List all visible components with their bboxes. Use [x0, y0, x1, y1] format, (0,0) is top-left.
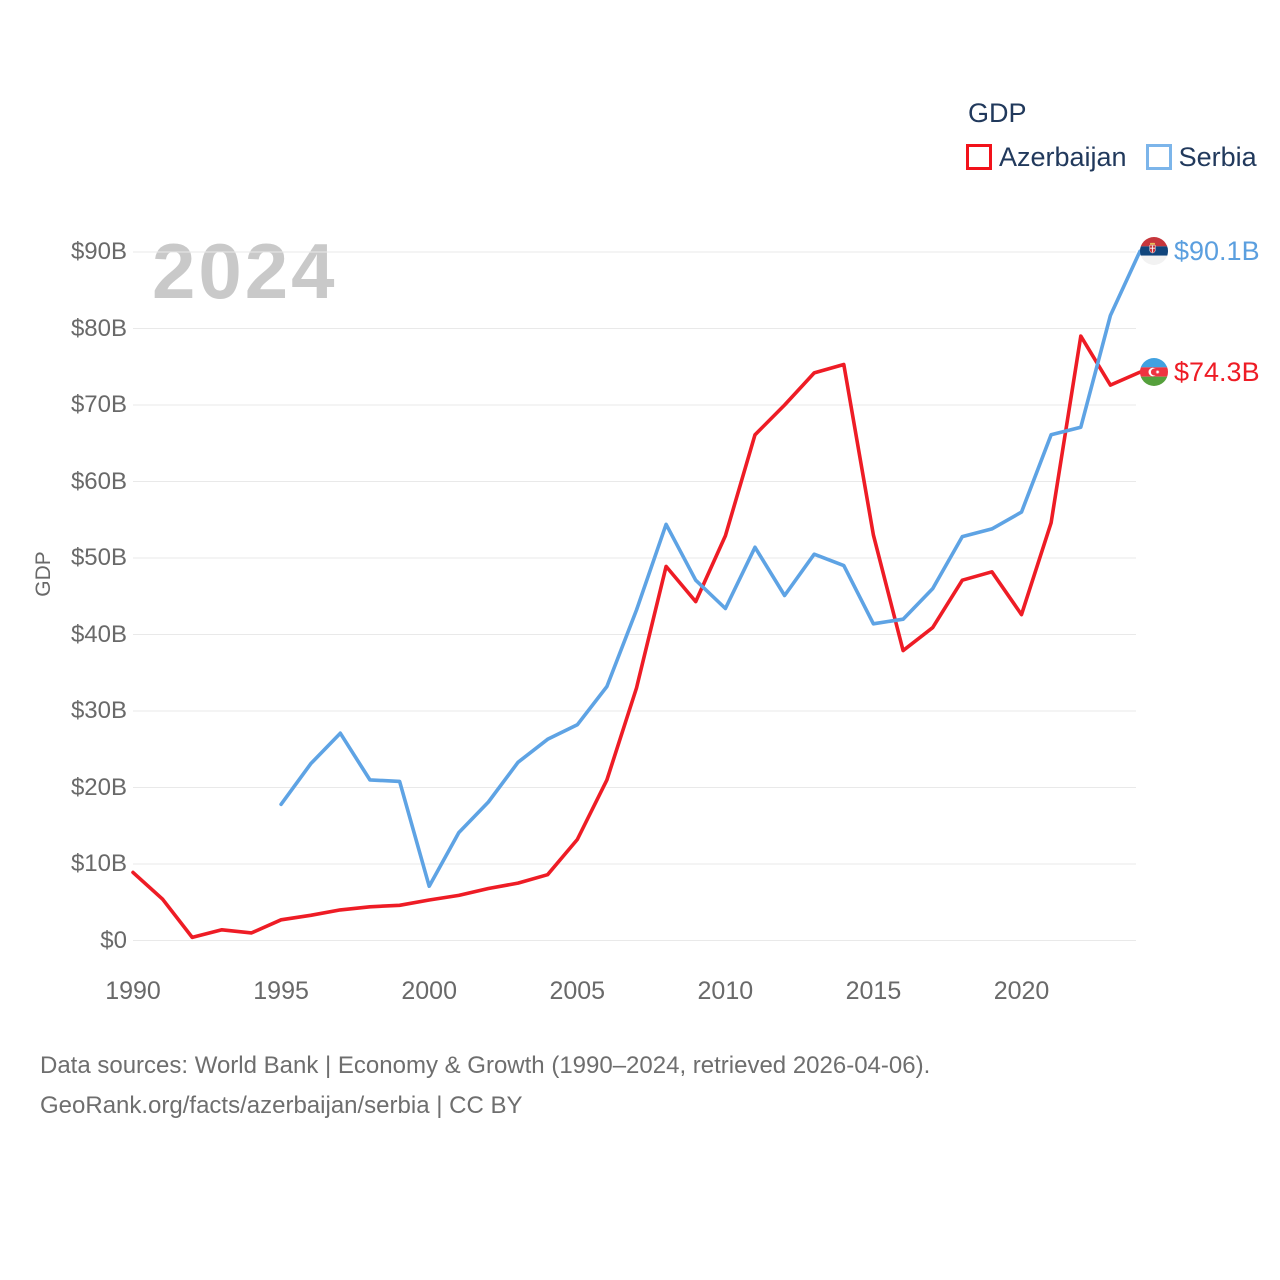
- y-tick-label: $0: [100, 926, 127, 954]
- footer-sources-line: Data sources: World Bank | Economy & Gro…: [40, 1052, 931, 1079]
- y-tick-label: $10B: [70, 850, 127, 877]
- x-tick-label: 1990: [105, 977, 161, 1005]
- legend: GDP Azerbaijan Serbia: [966, 98, 1257, 172]
- x-tick-label: 2020: [993, 977, 1050, 1005]
- legend-title: GDP: [968, 98, 1027, 128]
- legend-item-serbia[interactable]: Serbia: [1145, 142, 1257, 172]
- legend-item-azerbaijan[interactable]: Azerbaijan: [966, 142, 1127, 172]
- serbia-end-value-label: $90.1B: [1174, 236, 1260, 267]
- y-tick-label: $60B: [70, 467, 127, 495]
- y-axis-title: GDP: [32, 551, 55, 597]
- legend-label-serbia[interactable]: Serbia: [1178, 142, 1257, 172]
- series-line-azerbaijan: [131, 334, 1142, 940]
- x-tick-label: 1995: [253, 977, 309, 1005]
- legend-label-azerbaijan[interactable]: Azerbaijan: [999, 142, 1127, 172]
- serbia-flag-icon: [1140, 237, 1168, 266]
- y-tick-label: $50B: [70, 544, 127, 571]
- azerbaijan-flag-icon: [1140, 358, 1168, 387]
- series-line-serbia: [279, 249, 1142, 889]
- year-watermark: 2024: [152, 227, 338, 315]
- x-tick-label: 2015: [845, 977, 902, 1005]
- x-tick-label: 2000: [401, 977, 457, 1005]
- y-tick-label: $20B: [70, 773, 127, 801]
- y-tick-label: $90B: [70, 238, 127, 265]
- footer: Data sources: World Bank | Economy & Gro…: [40, 1046, 930, 1126]
- y-tick-label: $70B: [70, 391, 127, 418]
- x-tick-label: 2010: [697, 977, 754, 1005]
- legend-row: Azerbaijan Serbia: [966, 142, 1257, 172]
- y-tick-label: $80B: [70, 314, 127, 342]
- y-tick-label: $30B: [70, 697, 127, 724]
- y-tick-label: $40B: [70, 620, 127, 648]
- footer-attribution-line: GeoRank.org/facts/azerbaijan/serbia | CC…: [40, 1092, 523, 1119]
- x-tick-label: 2005: [549, 977, 606, 1005]
- serbia-swatch-checkbox[interactable]: [1145, 144, 1172, 170]
- azerbaijan-swatch-checkbox[interactable]: [966, 144, 992, 170]
- azerbaijan-end-value-label: $74.3B: [1174, 357, 1260, 388]
